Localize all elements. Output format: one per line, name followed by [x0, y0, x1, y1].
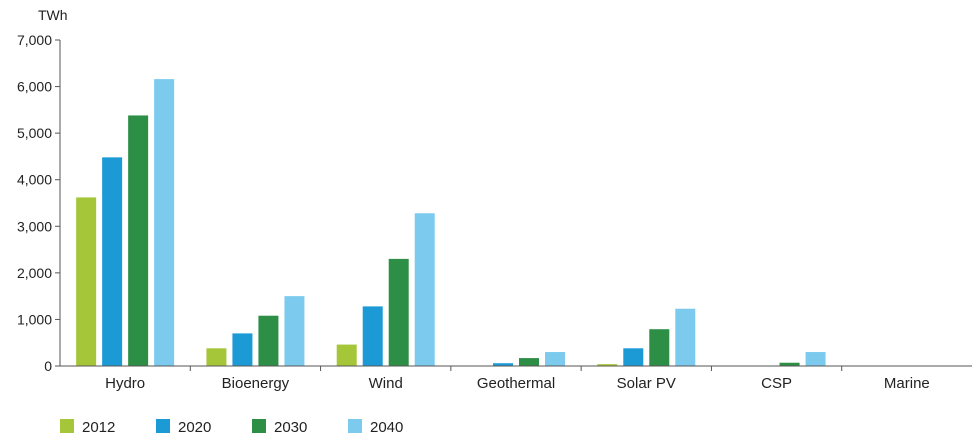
- y-tick-label: 5,000: [17, 125, 52, 141]
- legend-label: 2030: [274, 419, 307, 436]
- bar-2030-bioenergy: [258, 315, 279, 366]
- y-axis: 0 1,000 2,000 3,000 4,000 5,000 6,000 7,000: [17, 32, 61, 374]
- bar-2030-hydro: [128, 115, 149, 367]
- x-tick-label: Marine: [884, 375, 930, 392]
- x-tick-label: CSP: [761, 375, 792, 392]
- bar-2020-wind: [362, 306, 383, 366]
- legend-label: 2040: [370, 419, 403, 436]
- bar-2012-bioenergy: [206, 348, 227, 366]
- bar-2040-bioenergy: [284, 296, 305, 366]
- bar-2020-geothermal: [493, 363, 513, 366]
- bar-2040-solar-pv: [675, 308, 696, 366]
- x-tick-label: Bioenergy: [222, 375, 290, 392]
- x-tick-label: Wind: [369, 375, 403, 392]
- y-tick-label: 4,000: [17, 172, 52, 188]
- y-tick-label: 7,000: [17, 32, 52, 48]
- y-tick-label: 2,000: [17, 265, 52, 281]
- bar-2012-wind: [336, 344, 357, 366]
- legend-label: 2020: [178, 419, 211, 436]
- bar-2020-hydro: [102, 157, 123, 366]
- x-tick-label: Solar PV: [617, 375, 676, 392]
- bar-2012-hydro: [76, 197, 97, 366]
- y-tick-label: 0: [44, 358, 52, 374]
- bar-2040-wind: [414, 213, 435, 366]
- y-tick-label: 1,000: [17, 311, 52, 327]
- x-axis: Hydro Bioenergy Wind Geothermal Solar PV CSP M…: [60, 365, 972, 392]
- bar-2030-csp: [779, 362, 800, 366]
- y-unit-label: TWh: [38, 7, 68, 23]
- legend-swatch: [348, 419, 362, 433]
- x-tick-label: Geothermal: [477, 375, 555, 392]
- y-tick-label: 3,000: [17, 218, 52, 234]
- legend-swatch: [252, 419, 266, 433]
- bar-2030-geothermal: [519, 358, 539, 366]
- bars: [76, 79, 826, 367]
- x-tick-label: Hydro: [105, 375, 145, 392]
- y-tick-label: 6,000: [17, 79, 52, 95]
- bar-2030-solar-pv: [649, 329, 670, 366]
- bar-2012-solar-pv: [597, 364, 618, 366]
- bar-2040-hydro: [154, 79, 175, 367]
- bar-2020-bioenergy: [232, 333, 253, 366]
- legend-swatch: [60, 419, 74, 433]
- bar-2040-csp: [805, 352, 826, 366]
- bar-2020-solar-pv: [623, 348, 644, 366]
- legend-swatch: [156, 419, 170, 433]
- bar-2030-wind: [388, 258, 409, 366]
- legend: 2012 2020 2030 2040: [60, 419, 403, 436]
- legend-label: 2012: [82, 419, 115, 436]
- bar-2040-geothermal: [545, 352, 565, 366]
